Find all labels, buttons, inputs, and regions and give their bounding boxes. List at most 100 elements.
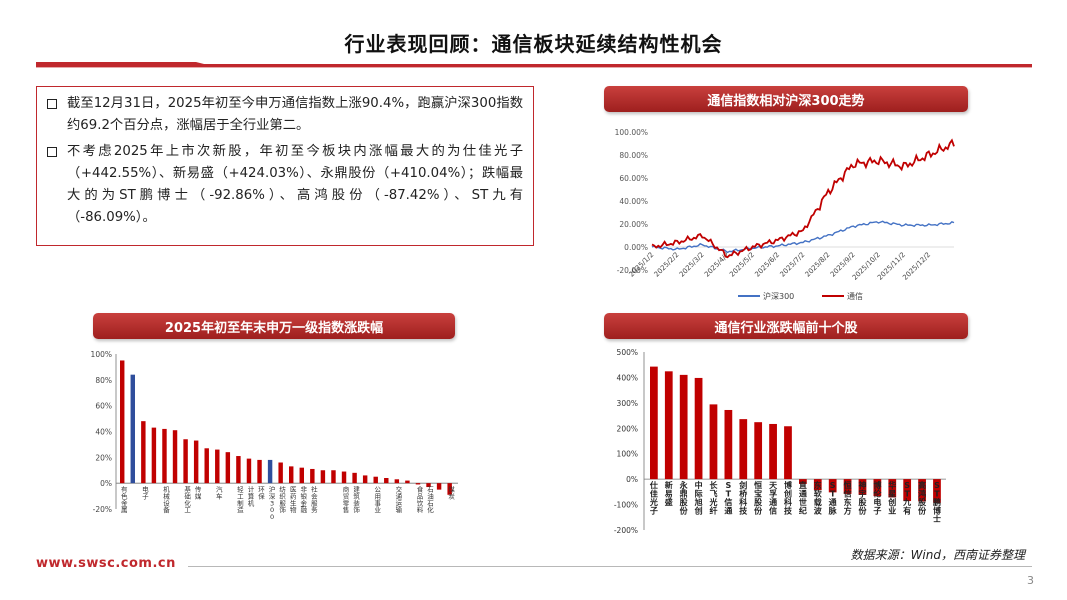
bar-美容护理 (405, 480, 410, 484)
bar-医药生物 (289, 466, 294, 484)
category-label: 恒信东方 (844, 480, 852, 515)
category-label: 煤炭 (448, 485, 455, 501)
bar-ST信通 (724, 409, 733, 480)
category-label: 仕佳光子 (649, 480, 658, 515)
bar-长飞光纤 (709, 404, 718, 480)
bar-建筑装饰 (352, 472, 357, 484)
y-tick-label: 20% (95, 453, 112, 462)
category-label: 社会服务 (311, 485, 318, 514)
category-label: 交通运输 (396, 485, 403, 514)
category-label: 天孚通信 (769, 481, 778, 515)
category-label: 新易盛 (665, 480, 673, 507)
page-title: 行业表现回顾：通信板块延续结构性机会 (344, 32, 723, 56)
category-label: 剑桥科技 (738, 480, 748, 515)
summary-box: 截至12月31日，2025年初至今申万通信指数上涨90.4%，跑赢沪深300指数… (36, 86, 534, 246)
summary-text: 截至12月31日，2025年初至今申万通信指数上涨90.4%，跑赢沪深300指数… (67, 96, 523, 133)
y-tick-label: 100.00% (615, 128, 648, 137)
y-tick-label: 200% (617, 424, 638, 433)
y-tick-label: 300% (617, 399, 638, 408)
bar-家用电器 (384, 478, 389, 484)
bar-永鼎股份 (679, 374, 688, 480)
title-divider (36, 62, 1032, 68)
bar-沪深300 (267, 459, 273, 484)
y-tick-label: -20% (93, 505, 112, 514)
category-label: 医药生物 (290, 486, 297, 514)
bar-非银金融 (299, 467, 304, 484)
bar-华星创业 (888, 479, 897, 498)
y-tick-label: 0.00% (624, 243, 648, 252)
category-label: 轻工制造 (237, 485, 244, 514)
legend-label: 通信 (847, 291, 863, 301)
category-label: 长飞光纤 (708, 480, 718, 515)
bar-电子 (141, 421, 146, 484)
x-tick-label: 2025/2/2 (653, 251, 681, 279)
category-label: 电子 (142, 485, 149, 501)
footer-url[interactable]: www.swsc.com.cn (36, 556, 176, 571)
category-label: 博伦电子 (873, 480, 882, 515)
bar-神宇股份 (858, 479, 867, 495)
bar-房地产 (362, 475, 368, 484)
category-label: 建筑装饰 (353, 485, 360, 514)
category-label: 博创科技 (783, 480, 793, 515)
bar-恒宝股份 (754, 422, 763, 480)
bar-汽车 (215, 449, 220, 484)
y-tick-label: 80.00% (619, 151, 648, 160)
category-label: 计算机 (248, 485, 255, 508)
trend-chart-title: 通信指数相对沪深300走势 (604, 86, 968, 112)
bar-银行 (436, 483, 442, 490)
bar-综合 (151, 427, 157, 484)
category-label: 华星创业 (887, 480, 896, 515)
stocks-chart-title: 通信行业涨跌幅前十个股 (604, 313, 968, 339)
bar-通信 (130, 374, 135, 484)
stocks-bar-chart: 500% 400% 300% 200% 100% 0% -100% -200% 仕佳光子新易盛永… (614, 348, 946, 535)
x-tick-label: 2025/3/2 (678, 251, 706, 279)
bar-煤炭 (447, 483, 452, 495)
bar-ST通脉 (828, 479, 837, 493)
category-label: 神宇股份 (858, 480, 867, 515)
y-tick-label: 20.00% (619, 220, 648, 229)
x-tick-label: 2025/7/2 (779, 251, 807, 279)
footer-divider (188, 566, 1032, 567)
summary-bullet: 截至12月31日，2025年初至今申万通信指数上涨90.4%，跑赢沪深300指数… (47, 93, 523, 137)
bar-轻工制造 (236, 456, 241, 484)
category-label: S T 鹏博士 (933, 481, 941, 524)
category-label: 商贸零售 (343, 485, 350, 514)
bar-博伦电子 (873, 479, 882, 497)
category-label: S T 信通 (724, 481, 732, 515)
category-label: 沪深 3 0 0 (269, 485, 276, 521)
category-label: 机械设备 (163, 485, 170, 514)
category-label: 高鸿股份 (918, 480, 927, 515)
y-tick-label: 0% (626, 475, 638, 484)
bar-传媒 (193, 440, 199, 484)
bar-石油石化 (426, 483, 431, 488)
data-source: 数据来源：Wind，西南证券整理 (850, 548, 1025, 562)
y-tick-label: 400% (617, 373, 638, 382)
category-label: 纺织服饰 (279, 485, 286, 514)
bar-ST鹏博士 (933, 479, 941, 503)
bullet-square-icon (47, 147, 57, 157)
summary-text: 不考虑2025年上市次新股，年初至今板块内涨幅最大的为仕佳光子（+442.55%… (67, 144, 523, 225)
legend-label: 沪深300 (763, 291, 794, 301)
category-label: 非银金融 (301, 485, 308, 514)
bar-社会服务 (310, 468, 315, 484)
bar-国防军工 (172, 430, 178, 484)
bar-中际旭创 (694, 377, 703, 480)
bar-机械设备 (162, 428, 167, 484)
bar-天孚通信 (769, 423, 777, 480)
bar-公用事业 (373, 476, 378, 484)
page-number: 3 (1027, 574, 1034, 587)
bar-纺织服饰 (278, 462, 283, 484)
category-label: S T 通脉 (828, 481, 838, 515)
category-label: 传媒 (195, 485, 202, 501)
category-label: S T 九有 (902, 481, 911, 515)
bar-ST九有 (903, 479, 912, 502)
category-label: 基础化工 (184, 485, 191, 514)
bar-建筑材料 (225, 452, 231, 484)
bar-食品饮料 (415, 483, 421, 485)
y-tick-label: 40% (95, 428, 112, 437)
bar-钢铁 (204, 448, 209, 484)
category-label: 公用事业 (374, 486, 381, 514)
y-tick-label: -100% (614, 501, 638, 510)
category-label: 直通世纪 (799, 480, 807, 515)
bar-环保 (257, 459, 262, 484)
